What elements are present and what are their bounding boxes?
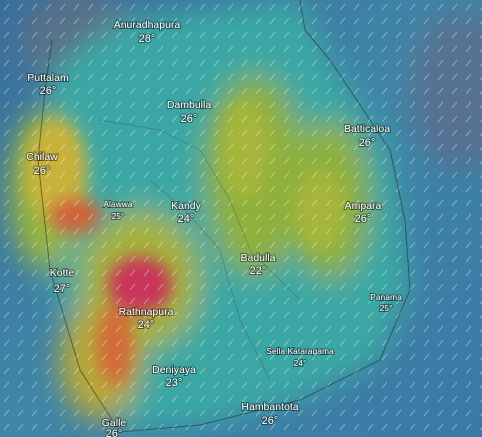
city-name: Anuradhapura: [114, 19, 181, 31]
city-temp: 26°: [262, 415, 279, 427]
city-temp: 24°: [138, 319, 155, 331]
city-name: Deniyaya: [152, 364, 196, 376]
city-name: Batticaloa: [344, 123, 390, 135]
city-temp: 26°: [40, 85, 57, 97]
city-name: Chilaw: [26, 151, 58, 163]
city-name: Dambulla: [167, 99, 212, 111]
city-temp: 28°: [139, 33, 156, 45]
city-labels: Anuradhapura 28° Puttalam 26° Dambulla 2…: [25, 18, 403, 437]
city-name: Ampara: [345, 200, 382, 212]
city-temp: 25°: [112, 211, 125, 221]
city-name: Galle: [102, 417, 127, 429]
coastline: [37, 0, 411, 433]
city-name: Puttalam: [27, 72, 69, 84]
city-name: Kotte: [50, 267, 75, 279]
city-temp: 26°: [34, 165, 51, 177]
city-temp: 26°: [106, 428, 123, 437]
city-temp: 24°: [294, 358, 307, 368]
city-name: Kandy: [171, 200, 202, 212]
city-temp: 22°: [250, 265, 267, 277]
city-name: Panama: [370, 292, 402, 302]
city-temp: 23°: [166, 377, 183, 389]
city-temp: 24°: [178, 213, 195, 225]
city-temp: 26°: [355, 213, 372, 225]
city-temp: 25°: [380, 303, 393, 313]
city-temp: 27°: [54, 283, 71, 295]
city-name: Hambantota: [241, 401, 298, 413]
boundaries: [99, 119, 301, 381]
city-temp: 26°: [181, 113, 198, 125]
city-name: Alawwa: [103, 199, 133, 209]
city-name: Badulla: [240, 252, 275, 264]
city-name: Rathnapura: [119, 306, 174, 318]
city-temp: 26°: [359, 137, 376, 149]
city-name: Sella Kataragama: [266, 346, 334, 356]
